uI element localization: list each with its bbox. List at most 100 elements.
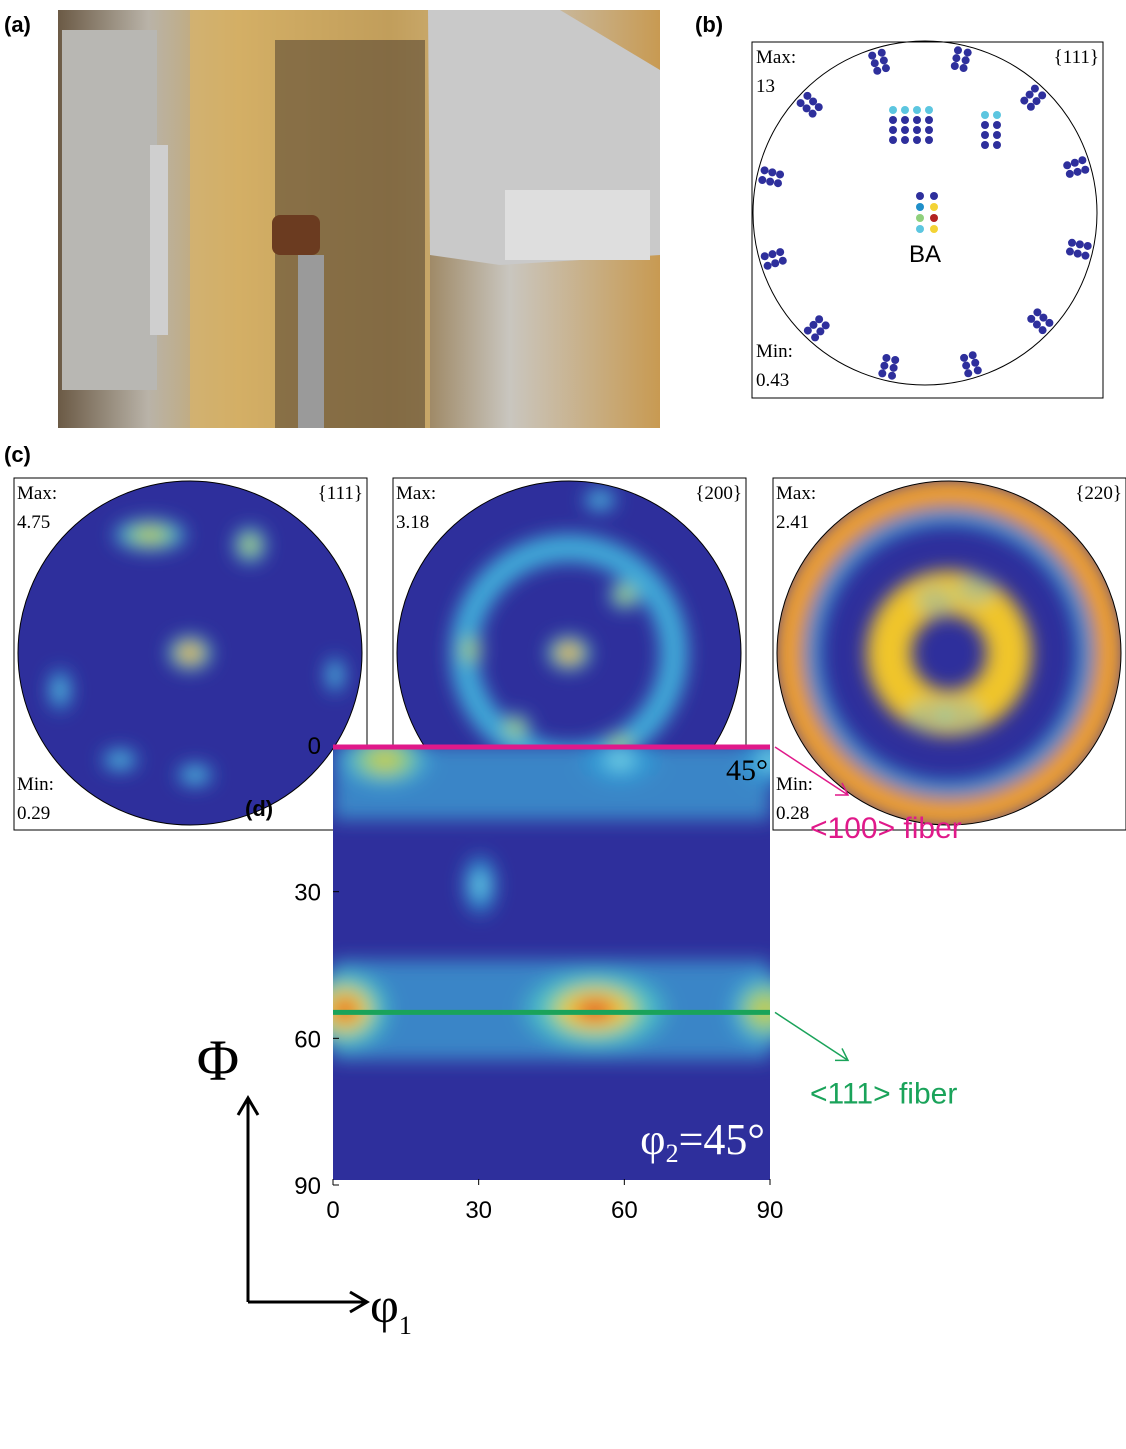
section-value: =45° [679,1115,765,1164]
max-value: 4.75 [17,512,50,533]
pole-dot [925,116,933,124]
max-label: Max: [756,47,796,68]
pole-dot [981,121,989,129]
blob [110,517,190,553]
pole-dot [1063,161,1071,169]
pole-dot [1045,319,1053,327]
pole-dot [809,110,817,118]
pole-dot [1078,156,1086,164]
pole-dot [761,166,769,174]
pole-dot [1033,308,1041,316]
plane: {111} [1054,47,1099,68]
pole-dot [1033,97,1041,105]
pole-dot [930,192,938,200]
pole-dot [993,141,1001,149]
blob [46,665,74,715]
blob [957,576,993,604]
blob [544,633,594,673]
pole-dot [1068,239,1076,247]
pole-dot [815,315,823,323]
pole-dot [993,131,1001,139]
section-symbol: φ [640,1115,665,1164]
pole-dot [1084,242,1092,250]
pole-dot [1071,159,1079,167]
pole-dot [890,364,898,372]
pole-dot [880,56,888,64]
blob [580,486,620,514]
pole-dot [916,203,924,211]
pole-dot [766,178,774,186]
pole-dot [888,372,896,380]
pole-dot [809,97,817,105]
y-tick-label: 60 [294,1026,321,1053]
fiber-label: <100> fiber [810,812,962,845]
pole-dot [1027,315,1035,323]
pole-dot [1066,248,1074,256]
blob [497,712,533,744]
pole-dot [916,192,924,200]
y-tick-label: 90 [294,1173,321,1200]
pole-dot [964,49,972,57]
pole-dot [882,354,890,362]
pole-figure [18,481,362,825]
pole-dot [889,116,897,124]
plane: {220} [1075,483,1122,504]
pole-dot [889,106,897,114]
pole-dot [1081,166,1089,174]
pole-dot [954,46,962,54]
pole-dot [901,116,909,124]
pole-dot [916,225,924,233]
pole-dot [952,54,960,62]
min-label: Min: [756,341,793,362]
pole-dot [925,106,933,114]
pole-dot [1031,85,1039,93]
pole-dot [758,176,766,184]
pole-dot [873,67,881,75]
x-tick-label: 0 [326,1197,339,1224]
pole-dot [964,369,972,377]
pole-dot [1081,252,1089,260]
pole-dot [1039,326,1047,334]
max-value: 2.41 [776,512,809,533]
pole-dot [803,92,811,100]
min-value: 0.43 [756,370,789,391]
pole-dot [974,366,982,374]
min-label: Min: [17,774,54,795]
pole-dot [891,356,899,364]
pole-dot [962,362,970,370]
pole-dot [1074,250,1082,258]
blob [323,653,347,697]
pole-dot [761,252,769,260]
max-label: Max: [776,483,816,504]
pole-dot [822,321,830,329]
pole-dot [889,136,897,144]
pole-dot [913,106,921,114]
panel-label: (d) [245,796,273,821]
pole-dot [779,257,787,265]
pole-dot [878,49,886,57]
fiber-arrow [775,1012,848,1060]
pole-dot [981,141,989,149]
panel-label: (c) [4,442,31,467]
fiber-label: <111> fiber [810,1077,957,1110]
pole-dot [811,333,819,341]
x-label-sub: 1 [399,1311,412,1340]
pole-dot [871,59,879,67]
pole-dot [768,250,776,258]
pole-dot [901,126,909,134]
photo [58,10,660,428]
max-value: 13 [756,76,775,97]
figure: (a) (b) Max: 13 Min: 0.43 {111} BA (c) M… [0,0,1126,1449]
pole-dot [768,168,776,176]
pole-dot [776,248,784,256]
pole-dot [776,170,784,178]
pole-dot [797,99,805,107]
pole-dot [764,262,772,270]
min-label: Min: [776,774,813,795]
pole-dot [930,203,938,211]
panel-label: (b) [695,12,723,37]
x-tick-label: 90 [757,1197,784,1224]
panel-label: (a) [4,12,31,37]
blob [98,746,142,774]
pole-dot [916,214,924,222]
